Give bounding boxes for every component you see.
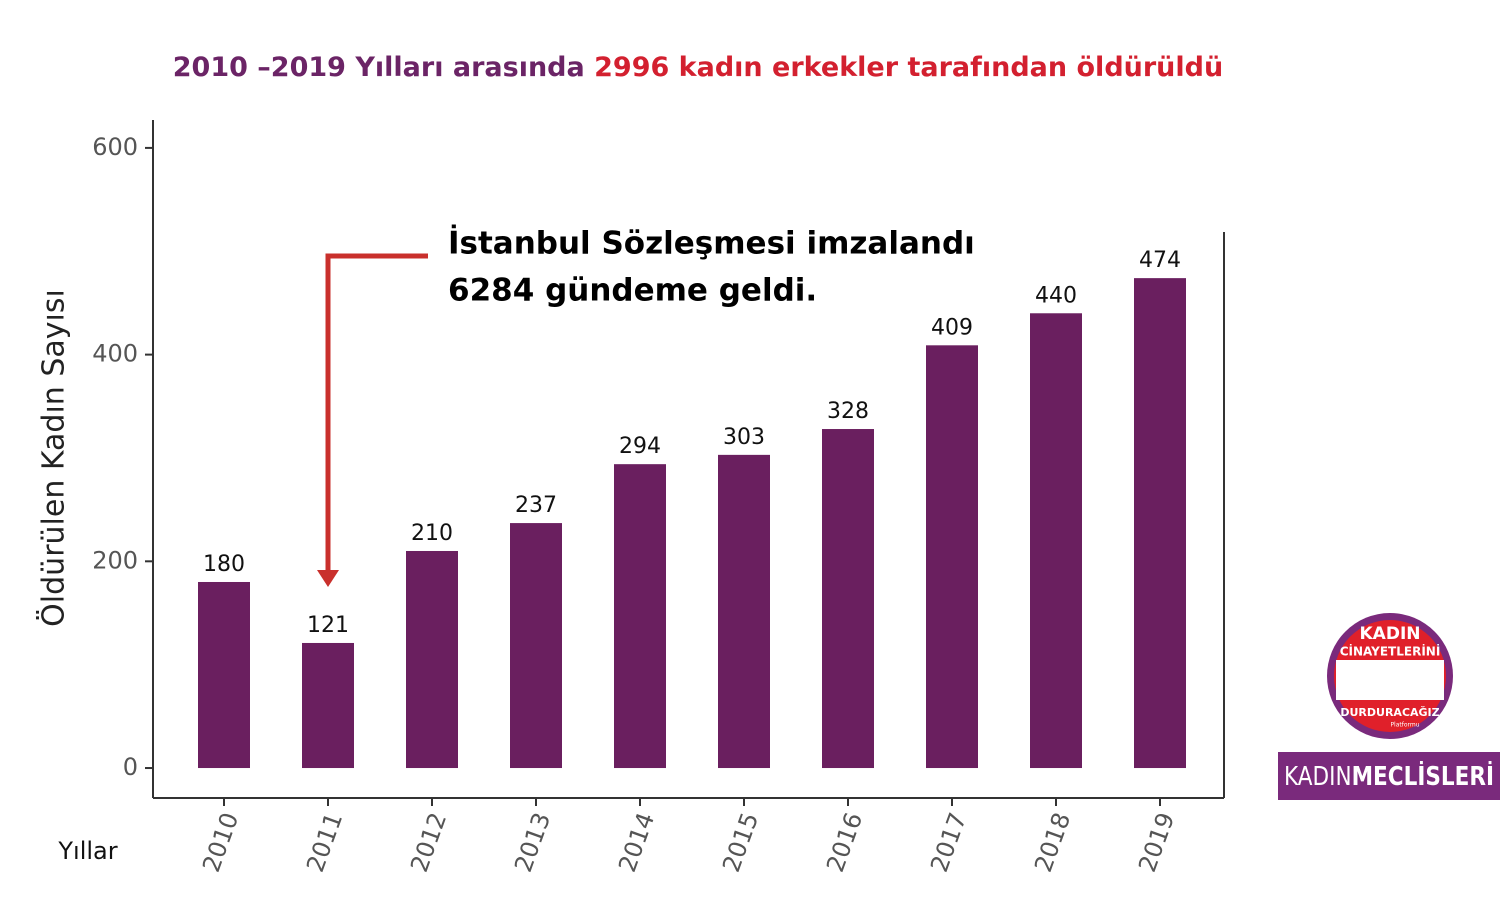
- x-tick-label: 2016: [821, 809, 868, 876]
- bar: [926, 345, 978, 769]
- value-label: 328: [827, 399, 869, 424]
- annotation-arrow: [325, 253, 428, 572]
- badge-text: DURDURACAĞIZ: [1340, 706, 1439, 719]
- badge-logo: KADIN CİNAYETLERİNİ DURDURACAĞIZ Platfor…: [1327, 613, 1453, 739]
- y-axis-label: Öldürülen Kadın Sayısı: [36, 289, 72, 627]
- banner-logo: KADINMECLİSLERİ: [1278, 752, 1500, 800]
- y-tick-label: 200: [92, 546, 138, 574]
- y-tick-label: 400: [92, 340, 138, 368]
- x-tick-label: 2014: [613, 809, 660, 876]
- badge-faces: [1336, 660, 1444, 700]
- arrow-head: [317, 570, 339, 587]
- x-tick-label: 2018: [1029, 809, 1076, 876]
- banner-text: KADINMECLİSLERİ: [1284, 760, 1494, 792]
- banner-bg: [1278, 752, 1500, 800]
- bar: [198, 581, 250, 769]
- banner-part: MECLİSLERİ: [1352, 760, 1494, 792]
- value-label: 210: [411, 521, 453, 546]
- bar: [1030, 313, 1082, 769]
- chart-title: 2010 –2019 Yılları arasında 2996 kadın e…: [173, 52, 1223, 83]
- value-label: 237: [515, 493, 557, 518]
- bar: [614, 464, 666, 769]
- badge-text: CİNAYETLERİNİ: [1340, 644, 1441, 659]
- value-label: 294: [619, 434, 661, 459]
- x-tick-label: 2019: [1133, 809, 1180, 876]
- y-tick-label: 0: [123, 753, 138, 781]
- y-tick-label: 600: [92, 133, 138, 161]
- x-tick-label: 2013: [509, 809, 556, 876]
- x-axis-label: Yıllar: [57, 837, 117, 865]
- annotation-text: İstanbul Sözleşmesi imzalandı: [448, 226, 975, 262]
- value-label: 303: [723, 425, 765, 450]
- bar: [1134, 278, 1186, 769]
- value-label: 121: [307, 613, 349, 638]
- annotation: İstanbul Sözleşmesi imzalandı 6284 günde…: [317, 226, 975, 587]
- value-label: 440: [1035, 283, 1077, 308]
- bar: [718, 454, 770, 769]
- badge-text: Platformu: [1390, 722, 1419, 729]
- value-label: 474: [1139, 248, 1181, 273]
- bar: [822, 429, 874, 769]
- bar: [406, 550, 458, 769]
- x-tick-label: 2015: [717, 809, 764, 876]
- x-tick-label: 2010: [197, 809, 244, 876]
- annotation-text: 6284 gündeme geldi.: [448, 273, 817, 309]
- bar: [510, 523, 562, 769]
- banner-part: KADIN: [1284, 762, 1352, 792]
- title-part: 2010 –2019 Yılları arasında: [173, 52, 585, 83]
- bar: [302, 642, 354, 769]
- title-part: 2996 kadın erkekler tarafından öldürüldü: [594, 52, 1223, 83]
- value-label: 180: [203, 552, 245, 577]
- x-tick-label: 2012: [405, 809, 452, 876]
- badge-text: KADIN: [1360, 624, 1421, 644]
- x-tick-label: 2017: [925, 809, 972, 876]
- value-label: 409: [931, 315, 973, 340]
- x-tick-label: 2011: [301, 809, 348, 876]
